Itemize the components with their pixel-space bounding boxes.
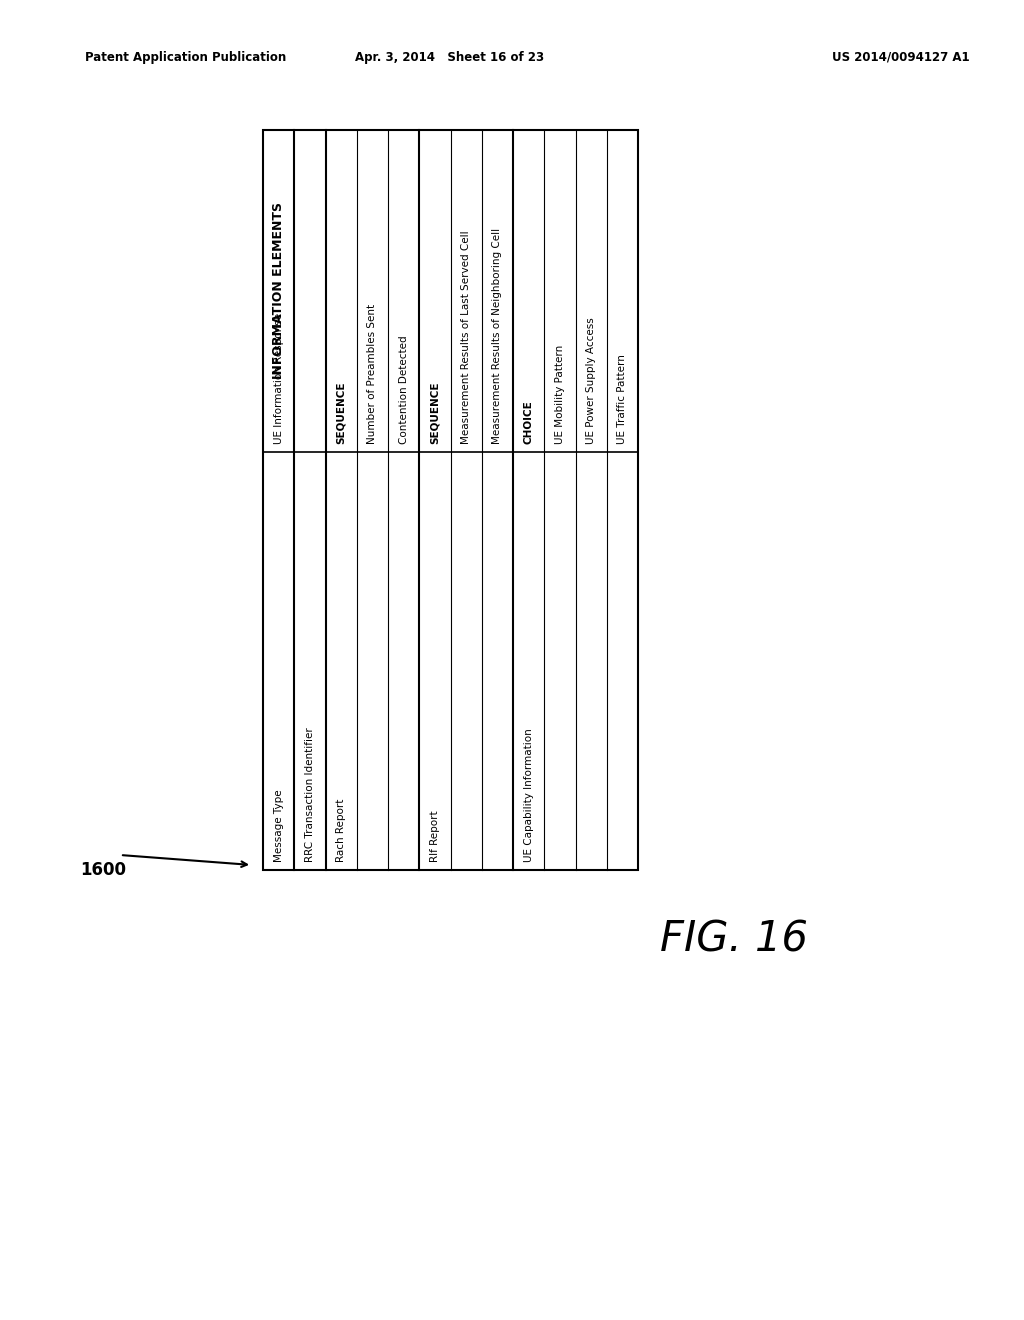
Text: UE Power Supply Access: UE Power Supply Access [586,317,596,444]
Text: FIG. 16: FIG. 16 [660,919,808,961]
Text: UE Mobility Pattern: UE Mobility Pattern [555,345,565,444]
Text: Rach Report: Rach Report [336,799,346,862]
Text: Measurement Results of Neighboring Cell: Measurement Results of Neighboring Cell [493,228,503,444]
Text: UE Traffic Pattern: UE Traffic Pattern [617,354,628,444]
Text: Apr. 3, 2014   Sheet 16 of 23: Apr. 3, 2014 Sheet 16 of 23 [355,50,545,63]
Text: INFORMATION ELEMENTS: INFORMATION ELEMENTS [272,202,285,379]
Text: UE Capability Information: UE Capability Information [523,729,534,862]
Text: Patent Application Publication: Patent Application Publication [85,50,287,63]
Text: SEQUENCE: SEQUENCE [336,381,346,444]
Text: Rlf Report: Rlf Report [430,810,440,862]
Bar [263,129,638,870]
Text: UE Information Response: UE Information Response [273,313,284,444]
Text: 1600: 1600 [80,861,126,879]
Text: CHOICE: CHOICE [523,400,534,444]
Text: Contention Detected: Contention Detected [398,335,409,444]
Text: RRC Transaction Identifier: RRC Transaction Identifier [305,727,314,862]
Text: US 2014/0094127 A1: US 2014/0094127 A1 [833,50,970,63]
Text: Message Type: Message Type [273,789,284,862]
Text: Number of Preambles Sent: Number of Preambles Sent [368,304,378,444]
Text: Measurement Results of Last Served Cell: Measurement Results of Last Served Cell [461,230,471,444]
Text: SEQUENCE: SEQUENCE [430,381,440,444]
